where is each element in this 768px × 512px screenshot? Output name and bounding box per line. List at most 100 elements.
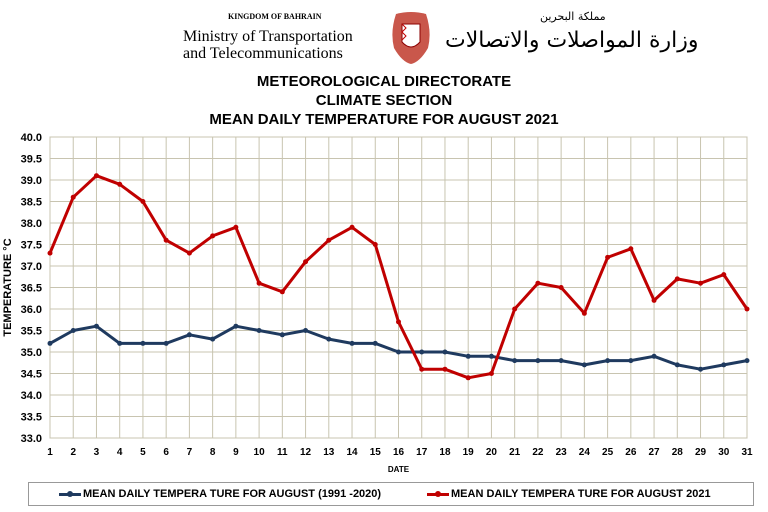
ministry-line1: Ministry of Transportation — [183, 28, 353, 45]
data-point-0 — [581, 362, 587, 368]
x-tick-label: 11 — [277, 447, 288, 458]
data-point-0 — [488, 353, 494, 359]
data-point-0 — [349, 340, 355, 346]
data-point-0 — [419, 349, 425, 355]
data-point-0 — [140, 340, 146, 346]
x-tick-label: 2 — [70, 447, 76, 458]
data-point-1 — [488, 371, 494, 376]
data-point-0 — [256, 328, 262, 333]
data-point-0 — [117, 340, 123, 346]
y-tick-label: 39.0 — [21, 175, 42, 187]
data-point-1 — [326, 237, 332, 243]
data-point-1 — [47, 250, 53, 256]
data-point-1 — [512, 306, 518, 312]
data-point-1 — [186, 250, 192, 256]
ministry-name: Ministry of Transportation and Telecommu… — [183, 28, 353, 62]
arabic-kingdom: مملكة البحرين — [540, 10, 606, 23]
x-tick-label: 3 — [94, 447, 100, 458]
title-line-3: MEAN DAILY TEMPERATURE FOR AUGUST 2021 — [209, 111, 559, 128]
x-tick-label: 6 — [163, 447, 169, 458]
legend: MEAN DAILY TEMPERA TURE FOR AUGUST (1991… — [28, 482, 754, 506]
data-point-0 — [721, 362, 727, 368]
header: KINGDOM OF BAHRAIN Ministry of Transport… — [0, 8, 768, 68]
title-line-1: METEOROLOGICAL DIRECTORATE — [256, 73, 512, 90]
y-tick-label: 38.0 — [21, 218, 42, 230]
y-tick-label: 37.5 — [21, 240, 42, 252]
x-tick-label: 16 — [393, 447, 405, 458]
legend-swatch-2021 — [427, 490, 449, 497]
data-point-0 — [70, 328, 76, 333]
y-tick-label: 33.5 — [21, 412, 42, 424]
data-point-0 — [279, 332, 285, 338]
x-tick-label: 9 — [233, 447, 239, 458]
y-axis-label: TEMPERATURE °C — [2, 238, 14, 336]
arabic-ministry: وزارة المواصلات والاتصالات — [445, 28, 699, 53]
data-point-1 — [70, 194, 76, 200]
data-point-0 — [698, 366, 704, 372]
x-tick-label: 22 — [532, 447, 544, 458]
x-tick-label: 26 — [625, 447, 637, 458]
data-point-1 — [303, 259, 309, 265]
data-point-0 — [512, 358, 518, 364]
y-tick-label: 35.5 — [21, 326, 42, 338]
x-tick-label: 5 — [140, 447, 146, 458]
data-point-1 — [93, 173, 99, 179]
data-point-0 — [47, 340, 53, 346]
x-axis-label: DATE — [388, 465, 410, 474]
legend-label-normal: MEAN DAILY TEMPERA TURE FOR AUGUST (1991… — [83, 488, 382, 500]
data-point-1 — [419, 366, 425, 372]
data-point-1 — [163, 237, 169, 243]
x-tick-label: 14 — [346, 447, 358, 458]
data-point-1 — [349, 224, 355, 230]
x-tick-label: 19 — [463, 447, 475, 458]
legend-item-2021: MEAN DAILY TEMPERA TURE FOR AUGUST 2021 — [427, 488, 711, 500]
chart-title: METEOROLOGICAL DIRECTORATE CLIMATE SECTI… — [0, 72, 768, 129]
data-point-1 — [442, 366, 448, 372]
legend-label-2021: MEAN DAILY TEMPERA TURE FOR AUGUST 2021 — [451, 488, 711, 500]
data-point-0 — [326, 336, 332, 342]
y-tick-label: 37.0 — [21, 261, 42, 273]
x-tick-label: 27 — [649, 447, 661, 458]
data-point-1 — [117, 181, 123, 187]
data-point-1 — [651, 297, 657, 303]
y-tick-label: 34.5 — [21, 369, 42, 381]
y-tick-label: 38.5 — [21, 197, 42, 209]
data-point-0 — [93, 323, 99, 329]
line-chart: 33.0 33.5 34.0 34.5 35.0 35.5 36.0 36.5 37.0 37.5… — [2, 132, 753, 474]
data-point-1 — [279, 289, 285, 295]
data-point-1 — [233, 224, 239, 230]
x-tick-label: 20 — [486, 447, 498, 458]
data-point-1 — [256, 280, 262, 286]
data-point-1 — [744, 306, 750, 312]
data-point-0 — [303, 328, 309, 333]
data-point-1 — [140, 199, 146, 204]
x-tick-label: 4 — [117, 447, 123, 458]
data-point-0 — [651, 353, 657, 359]
y-tick-label: 39.5 — [21, 154, 42, 166]
legend-item-normal: MEAN DAILY TEMPERA TURE FOR AUGUST (1991… — [59, 488, 381, 500]
y-tick-label: 36.5 — [21, 283, 42, 295]
x-tick-label: 7 — [187, 447, 193, 458]
data-point-1 — [581, 310, 587, 316]
y-tick-label: 40.0 — [21, 132, 42, 144]
data-point-1 — [465, 375, 471, 381]
data-point-0 — [674, 362, 680, 368]
data-point-0 — [163, 340, 169, 346]
data-point-0 — [465, 353, 471, 359]
data-point-1 — [396, 319, 401, 325]
kingdom-label: KINGDOM OF BAHRAIN — [228, 12, 322, 21]
data-point-0 — [210, 336, 216, 342]
x-tick-label: 8 — [210, 447, 216, 458]
x-tick-label: 10 — [254, 447, 266, 458]
data-point-0 — [535, 358, 541, 364]
y-tick-label: 34.0 — [21, 390, 42, 402]
x-tick-label: 29 — [695, 447, 707, 458]
x-tick-label: 24 — [579, 447, 591, 458]
data-point-0 — [233, 323, 239, 329]
data-point-1 — [558, 285, 564, 290]
y-tick-label: 35.0 — [21, 347, 42, 359]
y-tick-label: 36.0 — [21, 304, 42, 316]
data-point-1 — [605, 254, 611, 260]
data-point-0 — [605, 358, 611, 364]
data-point-1 — [628, 246, 634, 252]
